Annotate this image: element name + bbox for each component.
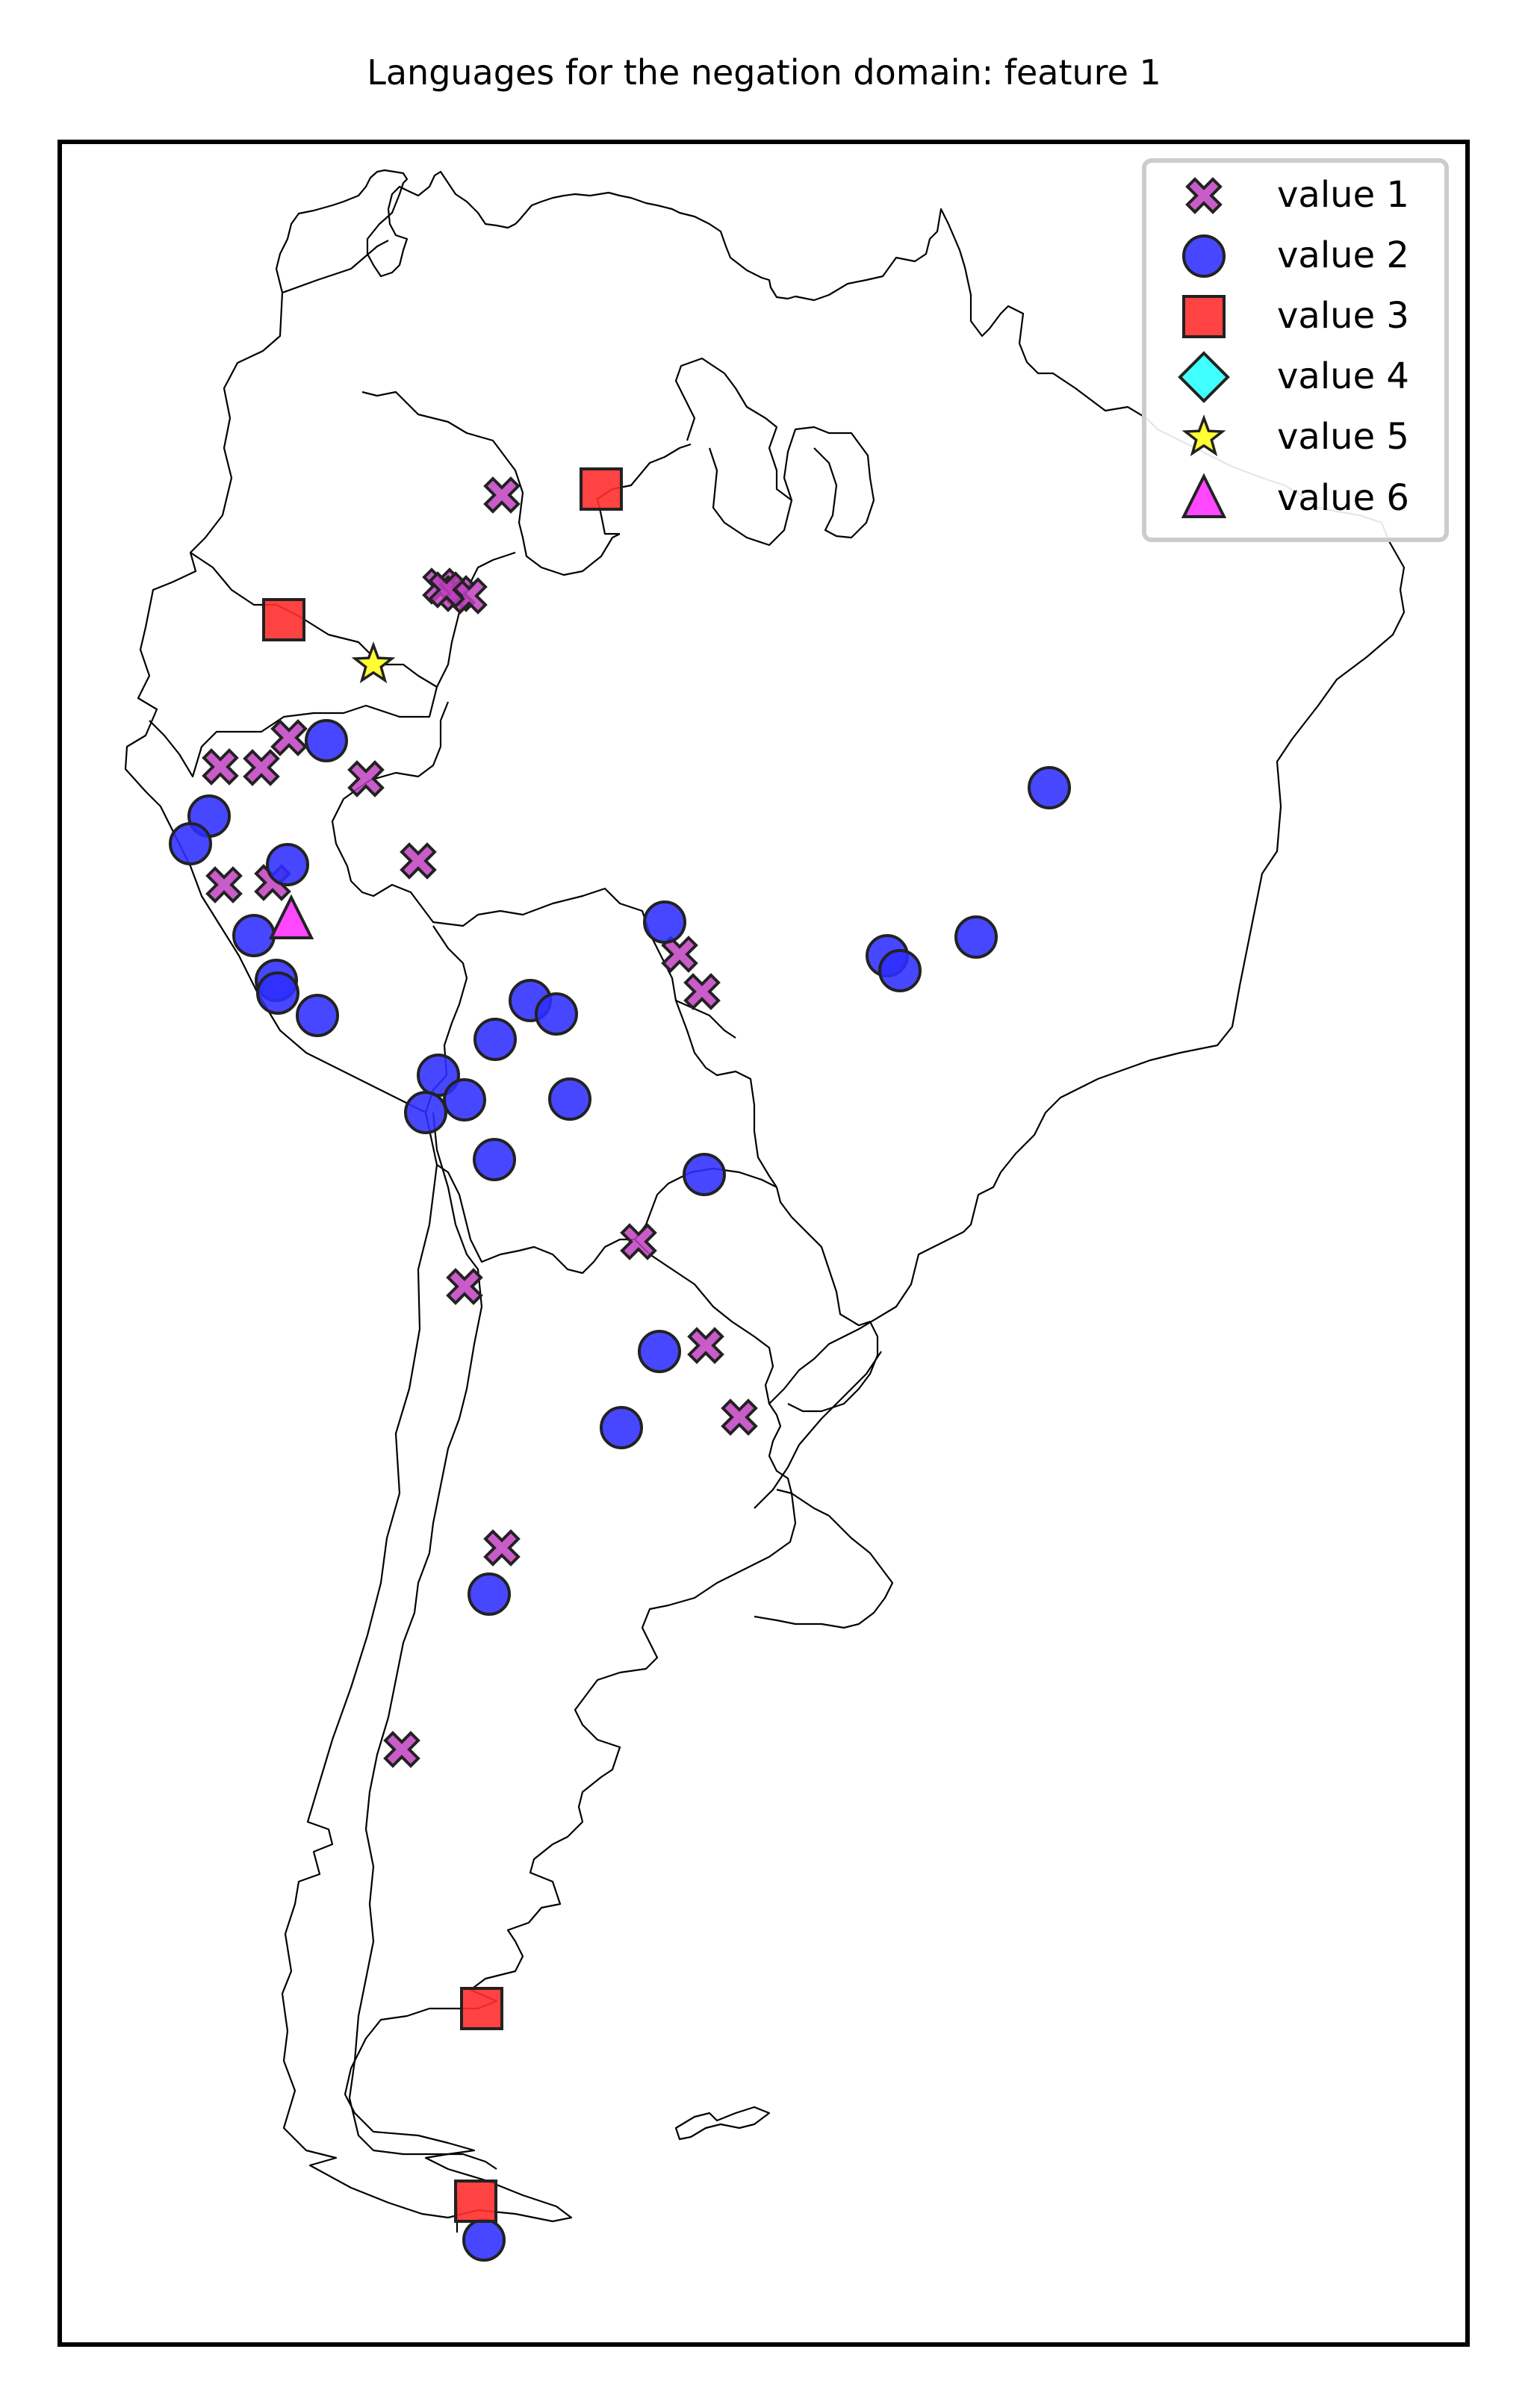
marker-value-2 [462, 2218, 506, 2262]
marker-value-2 [296, 994, 339, 1037]
coastline [124, 169, 1406, 2223]
border-argentina-brazil-uruguay [754, 1351, 882, 1509]
marker-value-2 [535, 992, 578, 1036]
legend-label: value 3 [1277, 295, 1409, 337]
legend-label: value 2 [1277, 234, 1409, 276]
border-colombia-venezuela [361, 391, 621, 576]
marker-value-2 [266, 843, 309, 886]
square-marker-icon [1182, 295, 1226, 338]
legend: value 1 value 2 value 3 value 4 value 5 … [1142, 158, 1449, 542]
border-paraguay-argentina [634, 1239, 774, 1404]
marker-value-2 [638, 1330, 681, 1373]
marker-value-2 [404, 1091, 447, 1134]
border-guyana-suriname-fg [708, 426, 875, 547]
falkland-islands [674, 2106, 771, 2141]
legend-label: value 1 [1277, 174, 1409, 216]
marker-value-2 [468, 1572, 511, 1616]
legend-label: value 4 [1277, 355, 1409, 397]
border-uruguay [754, 1488, 894, 1629]
marker-value-2 [169, 822, 212, 865]
marker-value-2 [878, 949, 922, 992]
border-chile-argentina [348, 1112, 497, 2170]
marker-value-3 [262, 598, 305, 641]
marker-value-2 [473, 1138, 516, 1181]
marker-value-2 [443, 1078, 486, 1121]
marker-value-2 [600, 1406, 643, 1449]
marker-value-2 [473, 1018, 517, 1061]
marker-value-2 [683, 1153, 726, 1196]
border-bolivia-brazil [674, 1000, 777, 1188]
marker-value-2 [256, 971, 299, 1015]
marker-value-2 [305, 719, 348, 762]
legend-label: value 5 [1277, 416, 1409, 458]
marker-value-2 [548, 1077, 591, 1121]
marker-value-2 [954, 915, 998, 959]
marker-value-2 [643, 900, 686, 944]
circle-marker-icon [1182, 234, 1226, 278]
map-title: Languages for the negation domain: featu… [367, 52, 1161, 93]
marker-value-2 [1028, 766, 1071, 809]
marker-value-3 [580, 467, 623, 511]
border-paraguay-brazil [775, 1186, 879, 1413]
marker-value-2 [232, 914, 276, 957]
marker-value-3 [454, 2180, 497, 2223]
legend-label: value 6 [1277, 477, 1409, 519]
marker-value-3 [460, 1987, 503, 2030]
